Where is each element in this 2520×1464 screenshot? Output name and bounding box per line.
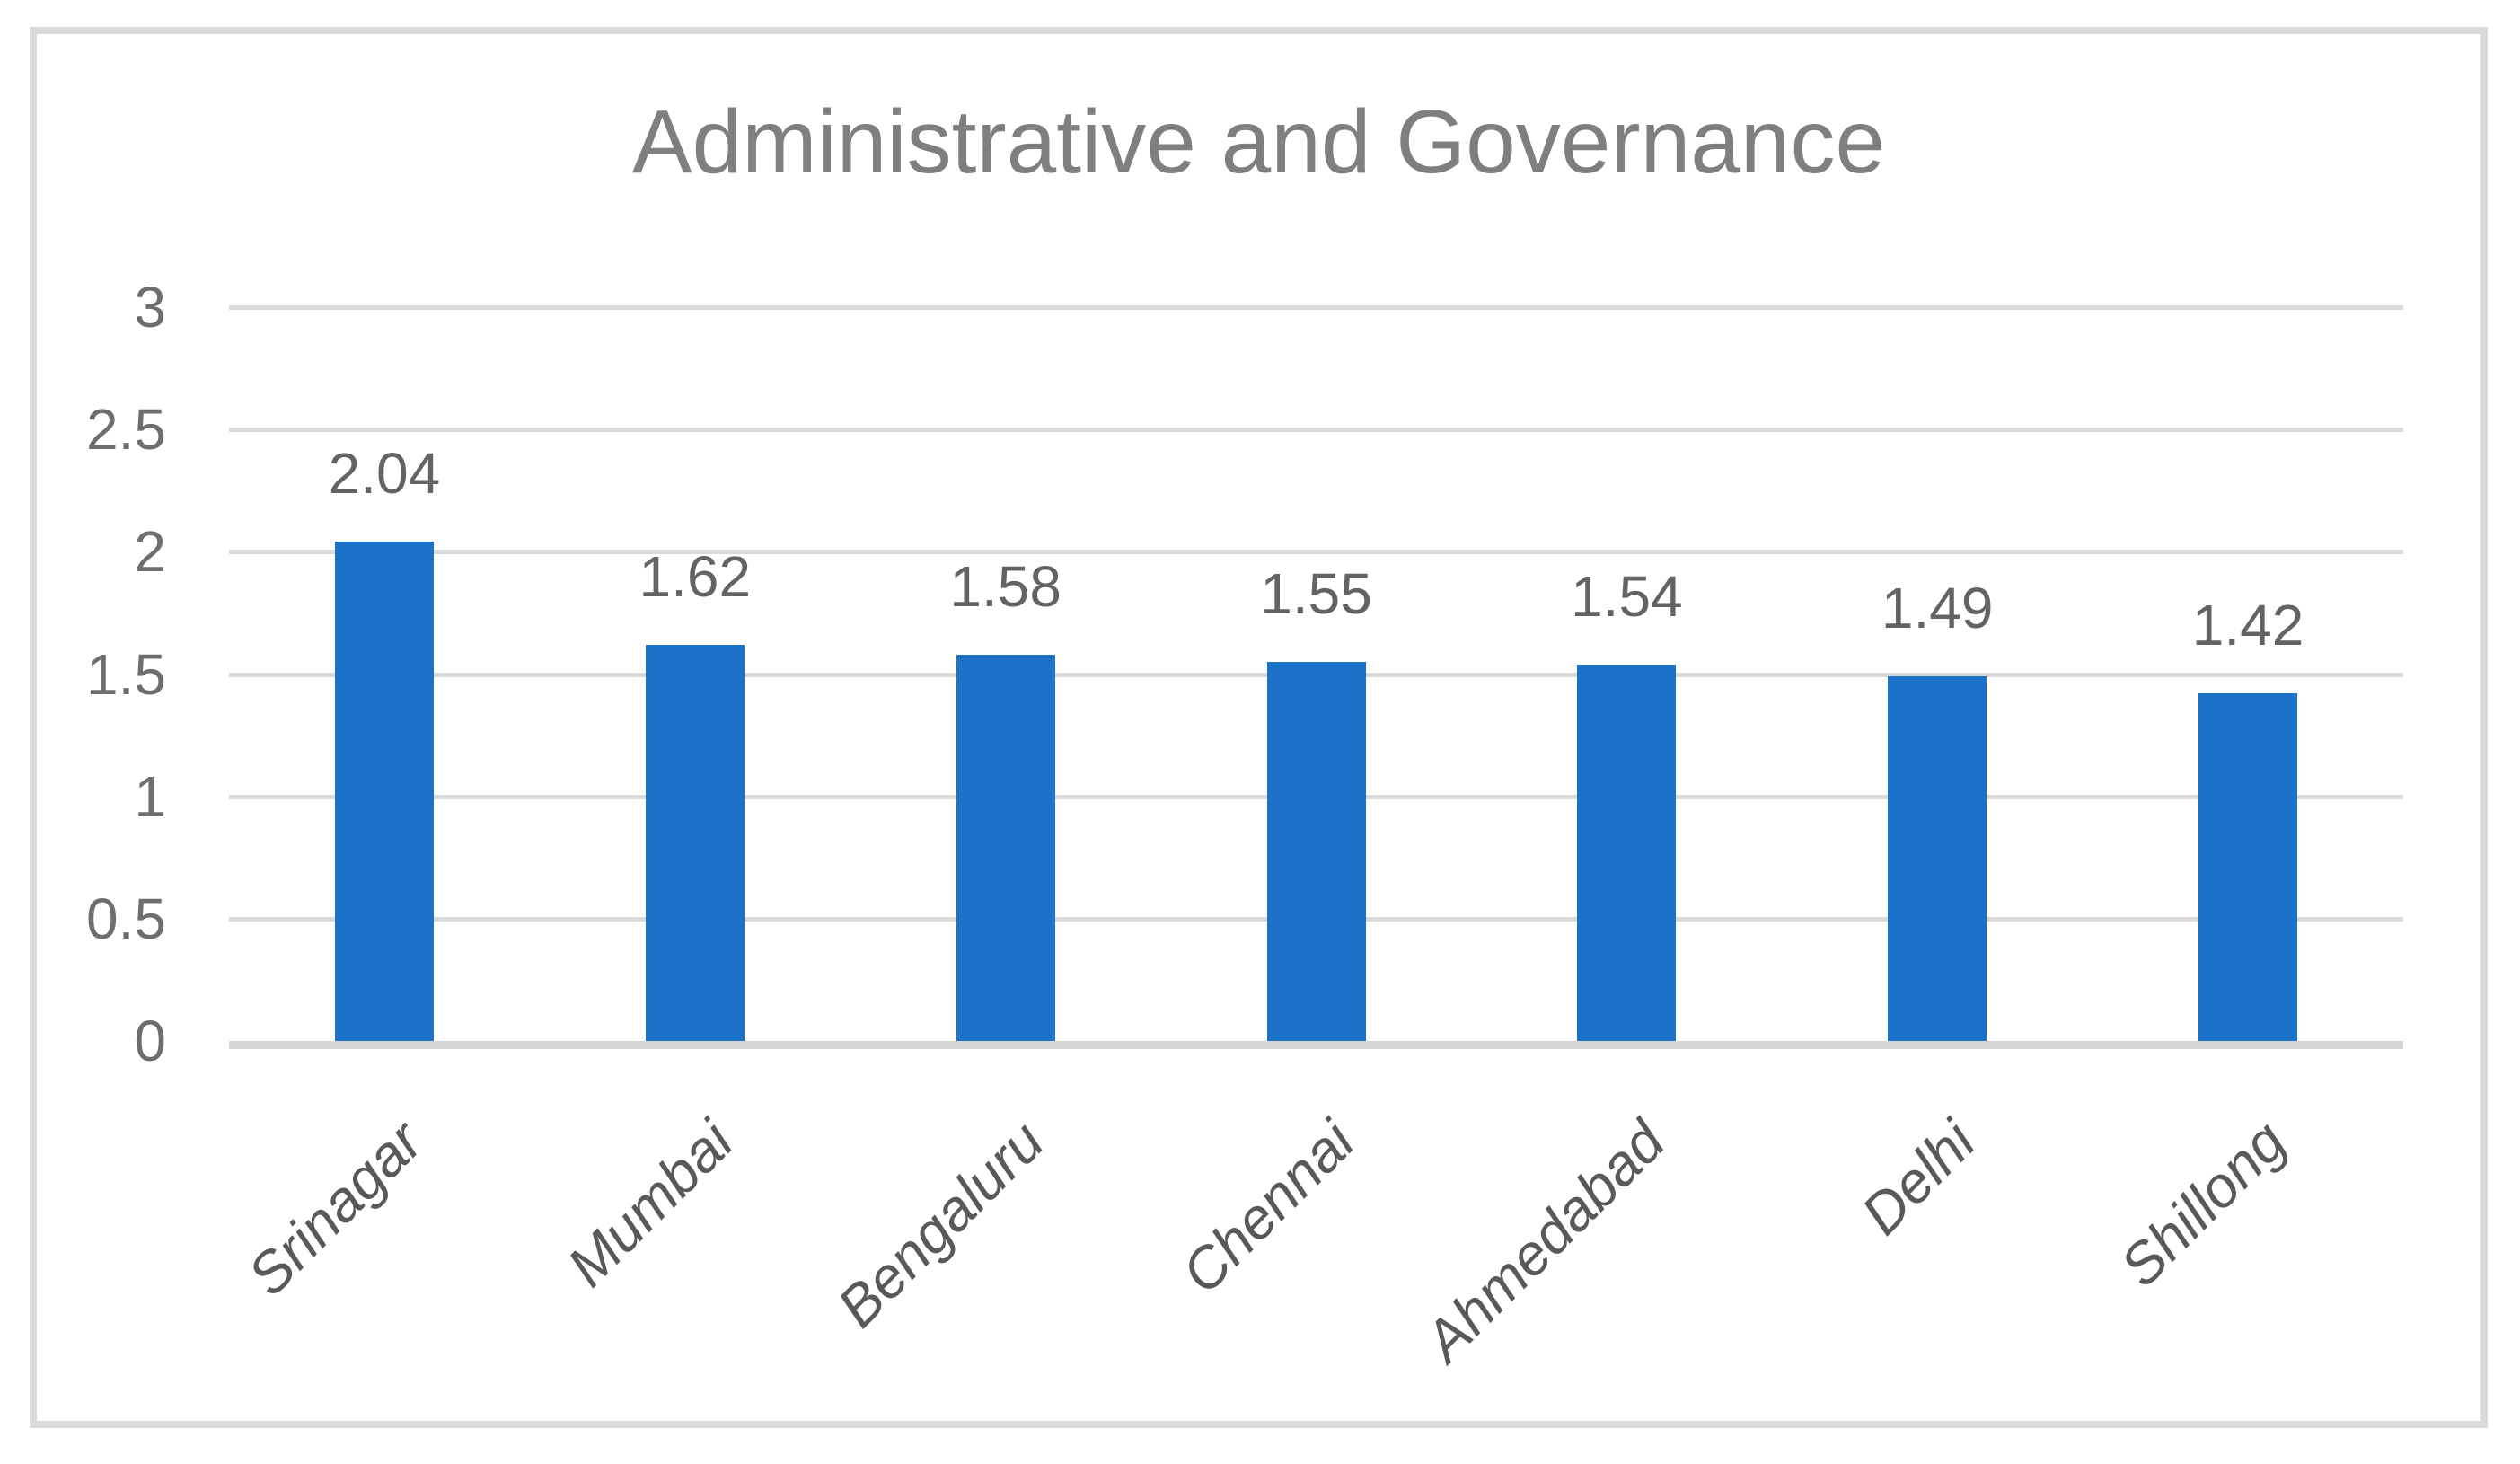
y-axis-tick-label: 0.5 [86, 886, 166, 951]
y-gridline [229, 428, 2403, 433]
bar-value-label: 1.62 [639, 543, 752, 609]
y-axis-tick-label: 1.5 [86, 641, 166, 707]
y-gridline [229, 550, 2403, 555]
bar-bengaluru [956, 654, 1055, 1041]
bar-ahmedabad [1577, 664, 1677, 1041]
bar-value-label: 1.42 [2191, 593, 2304, 658]
bar-value-label: 1.54 [1571, 563, 1683, 629]
y-axis-tick-label: 3 [134, 275, 166, 340]
y-gridline [229, 305, 2403, 310]
y-axis-tick-label: 1 [134, 763, 166, 829]
chart-border-frame [30, 27, 2488, 1428]
x-axis-line [229, 1041, 2403, 1049]
chart-title: Administrative and Governance [631, 92, 1886, 192]
bar-value-label: 1.58 [949, 553, 1062, 619]
bar-srinagar [334, 542, 434, 1041]
bar-shillong [2198, 693, 2298, 1041]
y-axis-tick-label: 2 [134, 519, 166, 585]
bar-value-label: 1.55 [1260, 560, 1372, 626]
y-axis-tick-label: 0 [134, 1009, 166, 1073]
bar-delhi [1888, 676, 1987, 1041]
bar-value-label: 1.49 [1881, 576, 1994, 641]
bar-mumbai [645, 644, 745, 1041]
bar-chennai [1266, 661, 1366, 1041]
bar-value-label: 2.04 [328, 441, 441, 507]
y-axis-tick-label: 2.5 [86, 397, 166, 463]
